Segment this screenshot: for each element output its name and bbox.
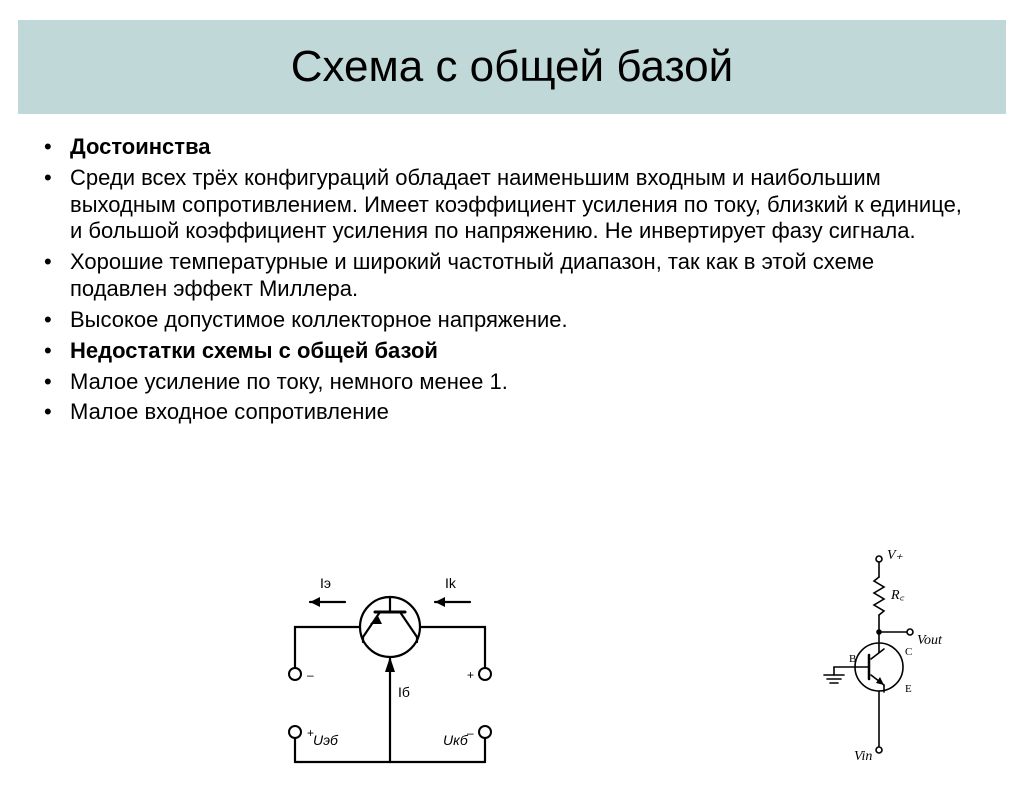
bullet-text: Хорошие температурные и широкий частотны… [70, 249, 874, 301]
label-ueb: Uэб [313, 732, 339, 748]
label-ik: Ik [445, 575, 457, 591]
bullet-item: Малое входное сопротивление [70, 399, 974, 426]
bullet-text: Малое входное сопротивление [70, 399, 389, 424]
circuit-diagram-left: Iэ Ik Iб Uэб Uкб – + + – [235, 562, 545, 777]
bullet-item: Малое усиление по току, немного менее 1. [70, 369, 974, 396]
label-e: E [905, 683, 912, 695]
circuit-diagram-right: V₊ R꜀ Vout Vin B C E [799, 547, 949, 772]
content-area: Достоинства Среди всех трёх конфигураций… [0, 124, 1024, 426]
svg-text:+: + [307, 726, 314, 740]
label-vout: Vout [917, 633, 943, 648]
svg-text:+: + [467, 668, 474, 682]
label-vplus: V₊ [887, 548, 904, 563]
label-rc: R꜀ [890, 588, 905, 603]
bullet-item: Недостатки схемы с общей базой [70, 338, 974, 365]
label-ib: Iб [398, 684, 410, 700]
label-vin: Vin [854, 749, 872, 764]
bullet-item: Высокое допустимое коллекторное напряжен… [70, 307, 974, 334]
label-ie: Iэ [320, 575, 331, 591]
bullet-list: Достоинства Среди всех трёх конфигураций… [70, 134, 974, 426]
diagrams-area: Iэ Ik Iб Uэб Uкб – + + – [0, 547, 1024, 777]
bullet-text: Недостатки схемы с общей базой [70, 338, 438, 363]
label-c: C [905, 646, 912, 658]
svg-text:–: – [467, 726, 474, 740]
bullet-item: Среди всех трёх конфигураций обладает на… [70, 165, 974, 245]
bullet-text: Высокое допустимое коллекторное напряжен… [70, 307, 568, 332]
title-bar: Схема с общей базой [18, 20, 1006, 114]
label-b: B [849, 653, 856, 665]
bullet-item: Хорошие температурные и широкий частотны… [70, 249, 974, 303]
label-ukb: Uкб [443, 732, 469, 748]
bullet-text: Достоинства [70, 134, 211, 159]
svg-text:–: – [307, 668, 314, 682]
bullet-item: Достоинства [70, 134, 974, 161]
bullet-text: Малое усиление по току, немного менее 1. [70, 369, 508, 394]
bullet-text: Среди всех трёх конфигураций обладает на… [70, 165, 962, 244]
page-title: Схема с общей базой [18, 42, 1006, 92]
